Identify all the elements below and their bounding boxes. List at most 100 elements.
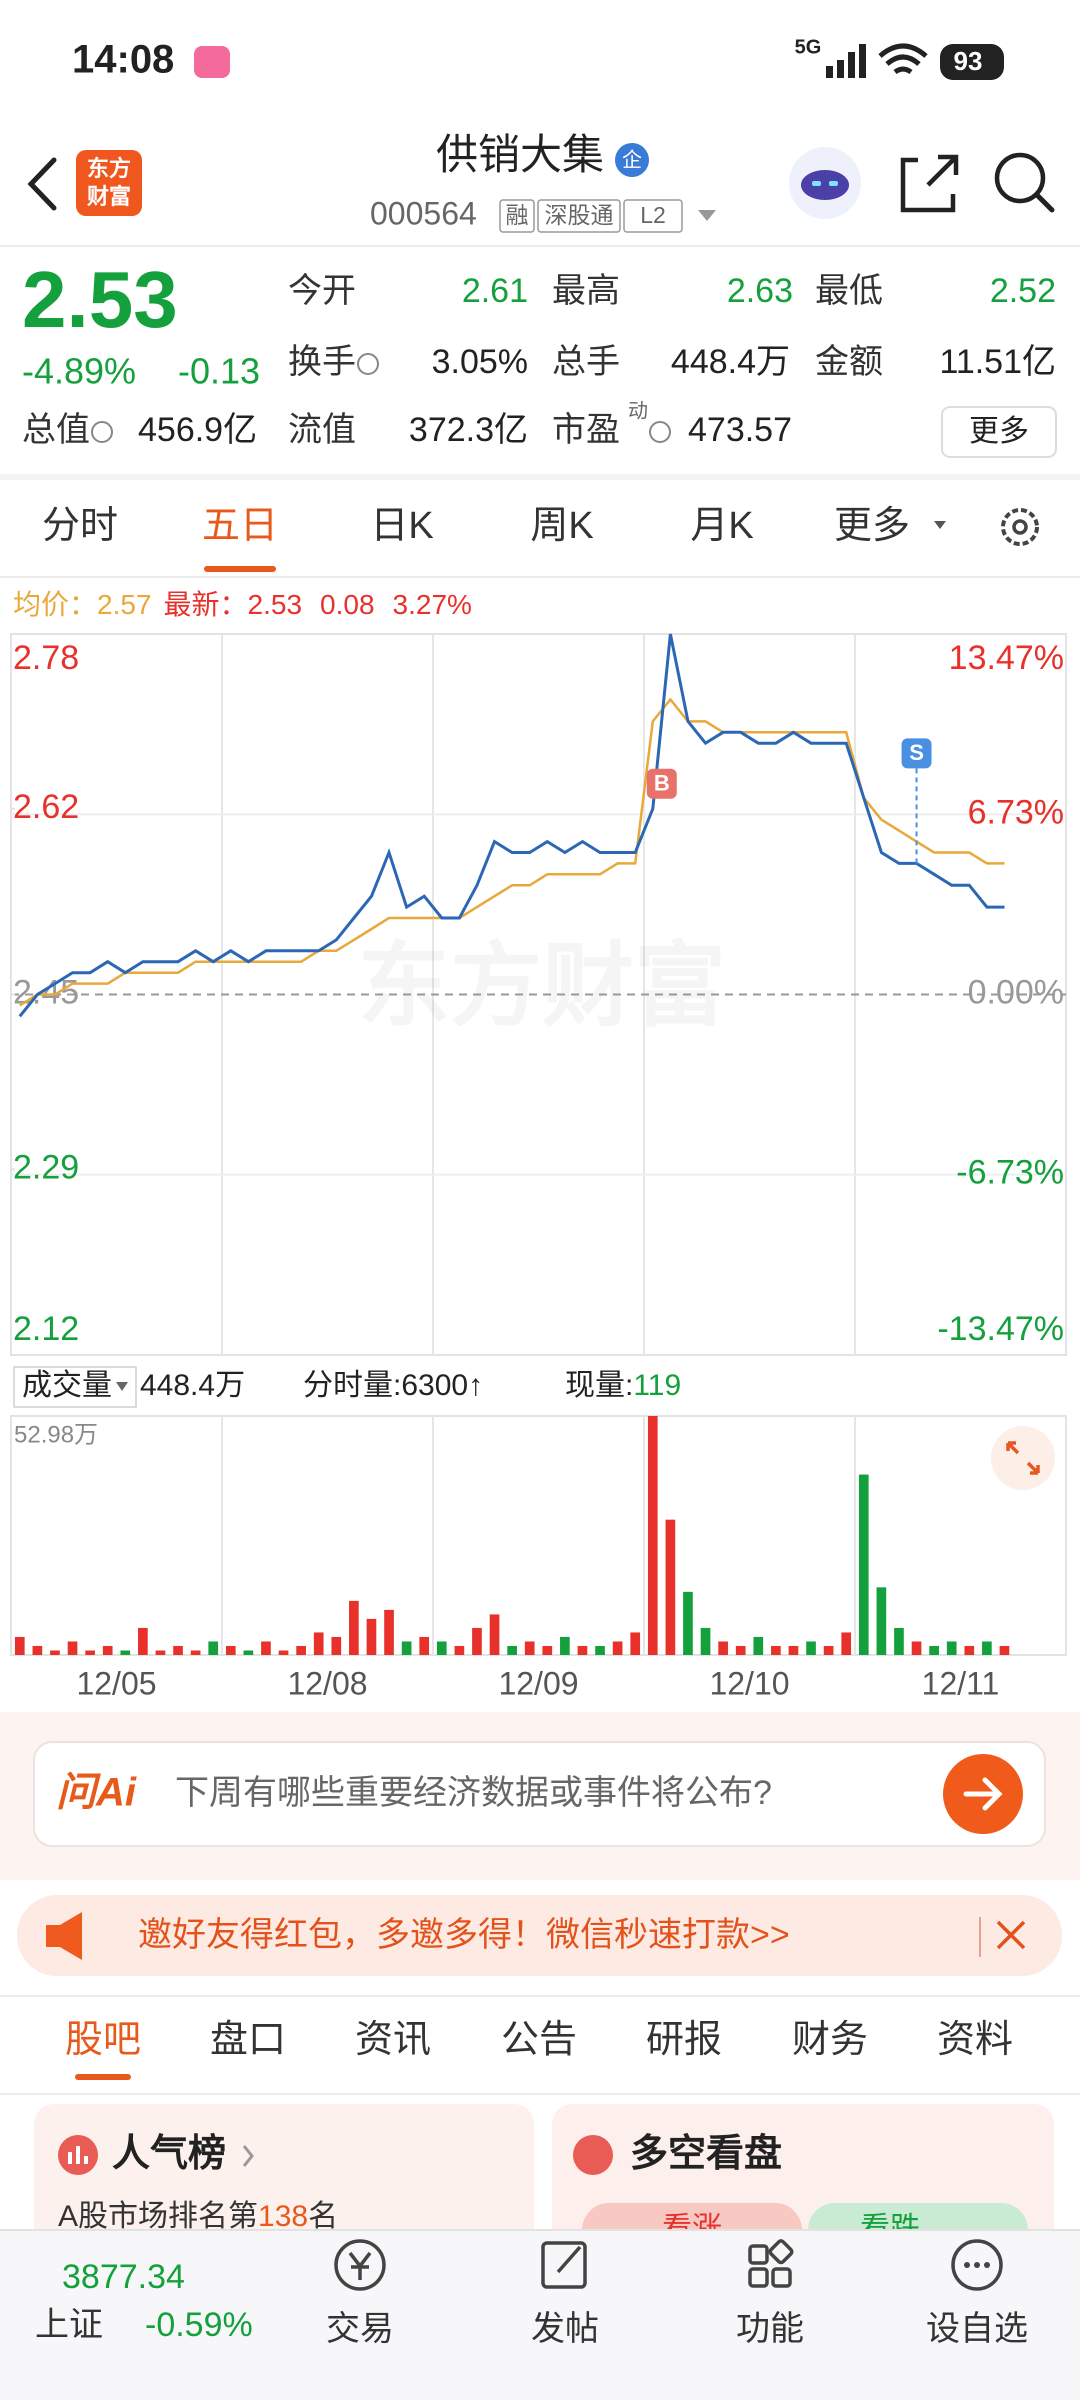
index-value[interactable]: 3877.34 [62,2258,185,2296]
field-label: 市盈 [552,411,620,449]
tab[interactable]: 分时 [42,505,118,547]
field-label: 今开 [288,272,356,310]
stock-code: 000564 [370,195,477,231]
nav-label[interactable]: 发帖 [531,2310,599,2348]
tab[interactable]: 日K [370,505,433,547]
content-tab[interactable]: 财务 [792,2019,868,2061]
volume-bar [489,1614,500,1655]
nav-icons [334,2239,1003,2291]
volume-bar [524,1641,535,1655]
volume-bar [946,1641,957,1655]
expand-button[interactable] [991,1426,1055,1490]
volume-bar [823,1645,834,1655]
index-change[interactable]: -0.59% [145,2306,253,2344]
change-percent: -4.89% [22,351,136,392]
tab[interactable]: 周K [530,505,593,547]
content-tab[interactable]: 股吧 [65,2019,141,2061]
field-label: 最高 [552,272,620,310]
ai-question[interactable]: 下周有哪些重要经济数据或事件将公布? [175,1774,772,1812]
banner-close[interactable] [996,1920,1026,1950]
bottom-nav [0,2230,1080,2400]
nav-labels: 交易 发帖 功能 设自选 [326,2310,1028,2348]
content-tab[interactable]: 研报 [646,2019,722,2061]
content-tab-indicator [75,2074,131,2080]
expand-icon [1006,1441,1040,1475]
sell-marker-text: S [909,740,924,765]
more-dots [964,2262,990,2268]
volume-bar [120,1650,131,1655]
volume-bar [806,1641,816,1655]
volume-bar [384,1609,394,1655]
tab[interactable]: 月K [690,505,753,547]
dropdown-arrow [116,1382,128,1391]
more-button[interactable] [941,406,1057,458]
invite-banner[interactable] [17,1895,1062,1976]
megaphone-icon [46,1912,82,1960]
nav-label[interactable]: 设自选 [926,2310,1028,2348]
more-button-text[interactable]: 更多 [969,415,1029,448]
ai-logo: 问Ai [56,1771,137,1815]
volume-label[interactable]: 成交量 [22,1369,112,1402]
volume-chart: 52.98万 [11,1415,1010,1655]
assistant-eye [812,181,821,186]
wifi-icon [878,43,928,75]
field-value: 2.61 [462,272,528,310]
y2-tick-label: -6.73% [956,1154,1064,1192]
field-label: 流值 [288,411,356,449]
field-label: 最低 [815,272,883,310]
field-label: 总手 [552,343,620,381]
date-label: 12/05 [76,1665,156,1701]
quote-fields: 今开 2.61 最高 2.63 最低 2.52 换手 3.05% 总手 448.4万 金额 11.51… [22,272,1056,449]
search-button[interactable] [994,152,1046,204]
field-value: 372.3亿 [409,411,528,449]
date-label: 12/08 [287,1665,367,1701]
volume-bar [542,1645,553,1655]
card-title: 多空看盘 [630,2132,782,2175]
volume-selector[interactable] [13,1366,137,1408]
y2-tick-label: 0.00% [968,973,1064,1011]
tab[interactable]: 更多 [834,505,910,547]
content-tab[interactable]: 资料 [937,2019,1013,2061]
volume-bar [753,1636,764,1655]
volume-bar [278,1650,289,1655]
network-type: 5G [795,36,822,58]
volume-bar [419,1636,430,1655]
volume-bar [85,1650,95,1655]
volume-bar [718,1641,728,1655]
sentiment-icon [573,2135,613,2175]
ai-input[interactable] [33,1741,1046,1847]
volume-bar [630,1632,641,1655]
card-title: 人气榜 [112,2133,226,2175]
tags: 融深股通 L2 [499,199,716,233]
rank-text: A股市场排名第138名 [58,2200,338,2233]
field-label: 金额 [815,343,883,381]
settings-button[interactable] [1001,508,1039,546]
tab[interactable]: 五日 [202,505,278,547]
volume-bar [647,1416,658,1655]
volume-bar [982,1641,992,1655]
price-chart: 东方财富 -13.47% -6.73% 0.00% 6.73% 13.47% 2.12 2.2… [11,633,1066,1356]
volume-bar [665,1519,676,1655]
volume-bar [331,1636,342,1655]
banner-text[interactable]: 邀好友得红包，多邀多得！微信秒速打款>> [138,1916,790,1954]
volume-bar [349,1600,359,1655]
volume-bar [577,1645,588,1655]
back-button[interactable] [27,157,57,211]
content-tabs: 股吧 盘口 资讯 公告 研报 财务 资料 [65,2019,1013,2080]
content-tab[interactable]: 公告 [501,2019,577,2061]
popularity-card[interactable] [34,2104,534,2264]
index-name[interactable]: 上证 [35,2306,103,2344]
nav-label[interactable]: 功能 [736,2310,804,2348]
content-tab[interactable]: 盘口 [210,2019,286,2061]
y-tick-label: 2.78 [13,639,79,677]
volume-bar [14,1636,25,1655]
chart-legend: 均价：2.57 最新：2.53 0.08 3.27% [13,589,472,620]
volume-bar [67,1641,78,1655]
nav-label[interactable]: 交易 [326,2310,394,2348]
content-tab[interactable]: 资讯 [355,2019,431,2061]
share-button[interactable] [900,154,959,213]
volume-frame [10,1415,1067,1656]
chevron [242,2145,254,2167]
